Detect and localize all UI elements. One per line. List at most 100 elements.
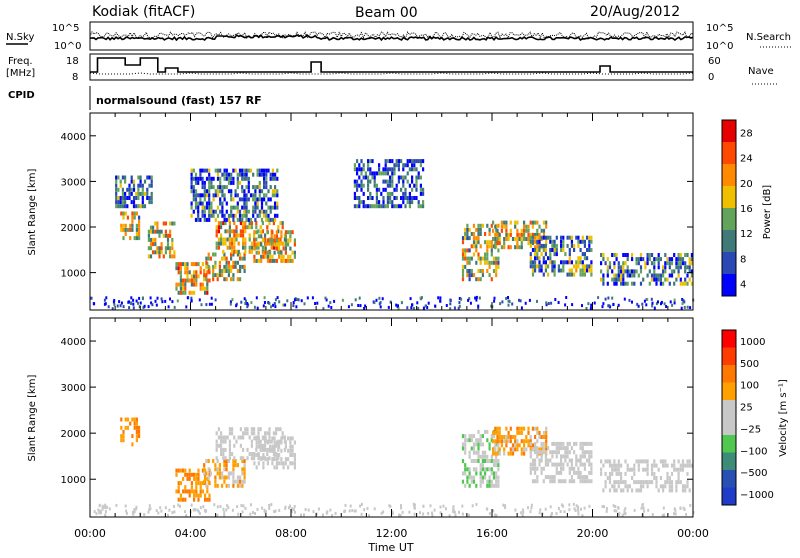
data-cell [553,264,556,269]
data-cell [380,191,383,196]
data-cell [269,238,272,243]
data-cell [242,504,245,508]
data-cell [618,513,621,517]
data-cell [659,459,662,464]
data-cell [538,430,541,435]
colorbar-segment [722,487,736,505]
data-cell [490,471,493,476]
data-cell [333,299,336,303]
data-cell [263,197,266,202]
data-cell [138,429,141,434]
data-cell [375,298,378,302]
data-cell [271,217,274,222]
data-cell [201,282,204,287]
data-cell [199,493,202,498]
data-cell [531,220,534,225]
data-cell [606,269,609,274]
data-cell [192,176,195,181]
data-cell [495,463,498,468]
data-cell [486,459,489,463]
data-cell [246,456,249,461]
data-cell [635,480,638,485]
data-cell [389,159,392,164]
data-cell [242,245,245,250]
data-cell [588,268,591,273]
data-cell [492,439,495,444]
data-cell [683,300,686,304]
data-cell [205,260,208,265]
data-cell [227,260,230,265]
data-cell [275,234,278,239]
data-cell [677,253,680,257]
data-cell [497,442,500,447]
data-cell [161,300,164,304]
data-cell [534,268,537,273]
data-cell [589,306,592,310]
data-cell [590,450,593,455]
data-cell [608,265,612,270]
data-cell [577,507,579,511]
data-cell [353,179,356,184]
data-cell [146,187,149,192]
data-cell [402,175,405,180]
data-cell [608,471,612,476]
data-cell [274,189,277,194]
data-cell [259,427,262,432]
data-cell [470,475,473,480]
data-cell [233,456,236,461]
data-cell [402,183,405,188]
data-cell [547,235,550,240]
data-cell [562,504,565,508]
data-cell [223,176,226,181]
data-cell [624,512,627,516]
data-cell [613,265,616,270]
data-cell [364,204,367,209]
data-cell [253,427,256,432]
data-cell [444,507,447,511]
data-cell [577,466,580,471]
data-cell [199,197,202,202]
data-cell [169,254,172,259]
nave-line [89,72,694,75]
data-cell [466,475,469,480]
data-cell [684,488,687,493]
data-cell [268,435,271,440]
data-cell [492,237,495,241]
data-cell [276,189,279,194]
data-cell [496,228,499,233]
data-cell [659,476,662,480]
data-cell [227,471,230,476]
data-cell [244,427,247,432]
data-cell [389,196,392,200]
data-cell [275,238,278,243]
data-cell [190,278,193,283]
data-cell [475,503,478,506]
colorbar-tick-label: 12 [740,229,753,240]
data-cell [184,282,187,287]
data-cell [496,430,499,435]
data-cell [195,282,198,287]
data-cell [620,281,623,286]
data-cell [105,296,108,300]
data-cell [562,441,565,446]
data-cell [490,434,493,439]
data-cell [363,307,366,310]
data-cell [534,232,537,237]
data-cell [664,261,667,266]
data-cell [415,179,418,184]
data-cell [221,189,224,194]
data-cell [256,507,259,511]
data-cell [498,439,501,444]
data-cell [235,233,238,238]
data-cell [484,467,487,472]
data-cell [581,235,584,240]
data-cell [192,197,195,202]
data-cell [531,248,535,252]
data-cell [207,252,210,257]
data-cell [236,479,239,484]
data-cell [417,171,420,176]
data-cell [406,163,409,168]
data-cell [164,246,167,251]
data-cell [668,484,671,489]
